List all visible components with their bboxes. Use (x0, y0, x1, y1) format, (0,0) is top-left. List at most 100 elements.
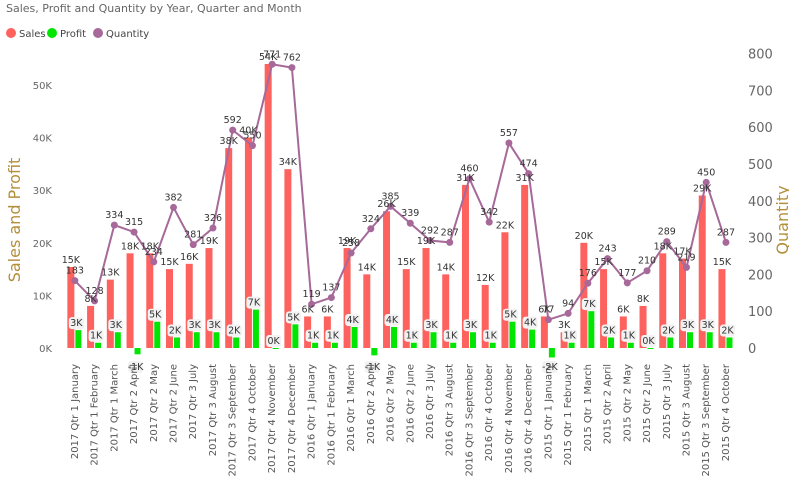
sales-data-label: 18K (121, 241, 140, 252)
sales-data-label: 15K (160, 257, 179, 268)
y2-tick-label: 400 (748, 195, 773, 210)
profit-data-label: 3K (425, 320, 438, 331)
profit-bar (608, 337, 615, 348)
profit-bar (509, 321, 516, 348)
sales-data-label: 20K (575, 231, 594, 242)
sales-data-label: 34K (279, 157, 298, 168)
profit-data-label: 2K (721, 325, 734, 336)
profit-label-background (700, 319, 716, 332)
x-tick-label: 2016 Qtr 2 June (405, 364, 416, 443)
y-tick-label: 20K (33, 239, 53, 250)
x-tick-label: 2016 Qtr 1 February (326, 364, 337, 466)
quantity-point (71, 277, 79, 285)
x-tick-label: 2017 Qtr 3 August (208, 364, 219, 456)
sales-bar (501, 232, 509, 348)
quantity-point (387, 202, 395, 210)
profit-data-label: 3K (682, 320, 695, 331)
profit-bar (548, 348, 555, 358)
profit-bar (568, 342, 575, 348)
profit-bar (154, 321, 161, 348)
quantity-data-label: 219 (677, 252, 695, 263)
profit-data-label: 2K (169, 325, 182, 336)
profit-bar (686, 332, 693, 348)
sales-data-label: 8K (84, 294, 97, 305)
sales-bar (343, 248, 351, 348)
sales-data-label: 8K (637, 294, 650, 305)
sales-bar (659, 253, 667, 348)
profit-data-label: 3K (189, 320, 202, 331)
quantity-point (288, 64, 296, 72)
quantity-data-label: 287 (717, 227, 735, 238)
sales-data-label: 6K (617, 304, 630, 315)
x-tick-label: 2015 Qtr 2 April (603, 364, 614, 444)
quantity-point (663, 238, 671, 246)
profit-bar (430, 332, 437, 348)
quantity-point (446, 238, 454, 246)
legend-swatch-quantity (93, 28, 103, 38)
quantity-data-label: 258 (342, 238, 360, 249)
quantity-data-label: 176 (579, 268, 597, 279)
quantity-data-label: 460 (460, 164, 478, 175)
profit-bar (450, 342, 457, 348)
profit-data-label: 3K (208, 320, 221, 331)
sales-bar (442, 274, 450, 348)
y2-tick-label: 700 (748, 84, 773, 99)
profit-data-label: 1K (90, 331, 103, 342)
profit-label-background (147, 308, 163, 321)
profit-bar (726, 337, 733, 348)
profit-label-background (266, 335, 282, 347)
quantity-data-label: 281 (184, 230, 202, 241)
profit-data-label: 5K (504, 310, 517, 321)
legend-label-profit: Profit (60, 29, 86, 40)
quantity-line (74, 63, 727, 321)
sales-data-label: 31K (456, 173, 475, 184)
x-tick-label: 2016 Qtr 2 April (366, 364, 377, 444)
profit-bar (588, 311, 595, 348)
y2-tick-label: 600 (748, 121, 773, 136)
profit-data-label: -1K (128, 362, 144, 373)
quantity-data-label: 771 (263, 49, 281, 60)
profit-label-background (483, 329, 499, 342)
quantity-point (170, 203, 178, 211)
quantity-point (367, 225, 375, 233)
profit-data-label: 1K (406, 331, 419, 342)
profit-bar (252, 309, 259, 348)
profit-label-background (680, 319, 696, 332)
sales-data-label: 18K (141, 241, 160, 252)
sales-data-label: 19K (417, 236, 436, 247)
profit-bar (706, 332, 713, 348)
sales-data-label: 6K (538, 304, 551, 315)
sales-bar (264, 63, 272, 349)
profit-label-background (364, 361, 380, 373)
sales-bar (284, 169, 292, 348)
profit-bar (312, 342, 319, 348)
quantity-data-label: 339 (401, 208, 419, 219)
sales-data-label: 15K (62, 255, 81, 266)
quantity-data-label: 550 (243, 131, 261, 142)
x-axis-ticks: 2017 Qtr 1 January 2017 Qtr 1 February 201… (70, 363, 732, 476)
sales-data-label: 6K (301, 304, 314, 315)
quantity-point (268, 60, 276, 68)
quantity-data-label: 557 (500, 128, 518, 139)
x-tick-label: 2015 Qtr 3 September (701, 363, 712, 476)
sales-data-label: 15K (713, 257, 732, 268)
bar-series (67, 63, 733, 358)
quantity-data-label: 287 (441, 227, 459, 238)
x-tick-label: 2017 Qtr 3 September (228, 363, 239, 476)
x-tick-label: 2016 Qtr 2 May (386, 364, 397, 442)
sales-bar (540, 316, 548, 348)
sales-data-label: 12K (476, 273, 495, 284)
profit-label-background (187, 319, 203, 332)
y2-tick-label: 300 (748, 232, 773, 247)
profit-label-background (424, 319, 440, 332)
y-axis-title: Sales and Profit (5, 158, 24, 283)
sales-data-label: 3K (558, 320, 571, 331)
y-tick-label: 10K (33, 291, 53, 302)
sales-data-label: 38K (220, 136, 239, 147)
sales-bar (698, 195, 706, 348)
quantity-point (544, 316, 552, 324)
profit-bar (627, 342, 634, 348)
y-tick-label: 30K (33, 186, 53, 197)
profit-data-label: 3K (465, 320, 478, 331)
